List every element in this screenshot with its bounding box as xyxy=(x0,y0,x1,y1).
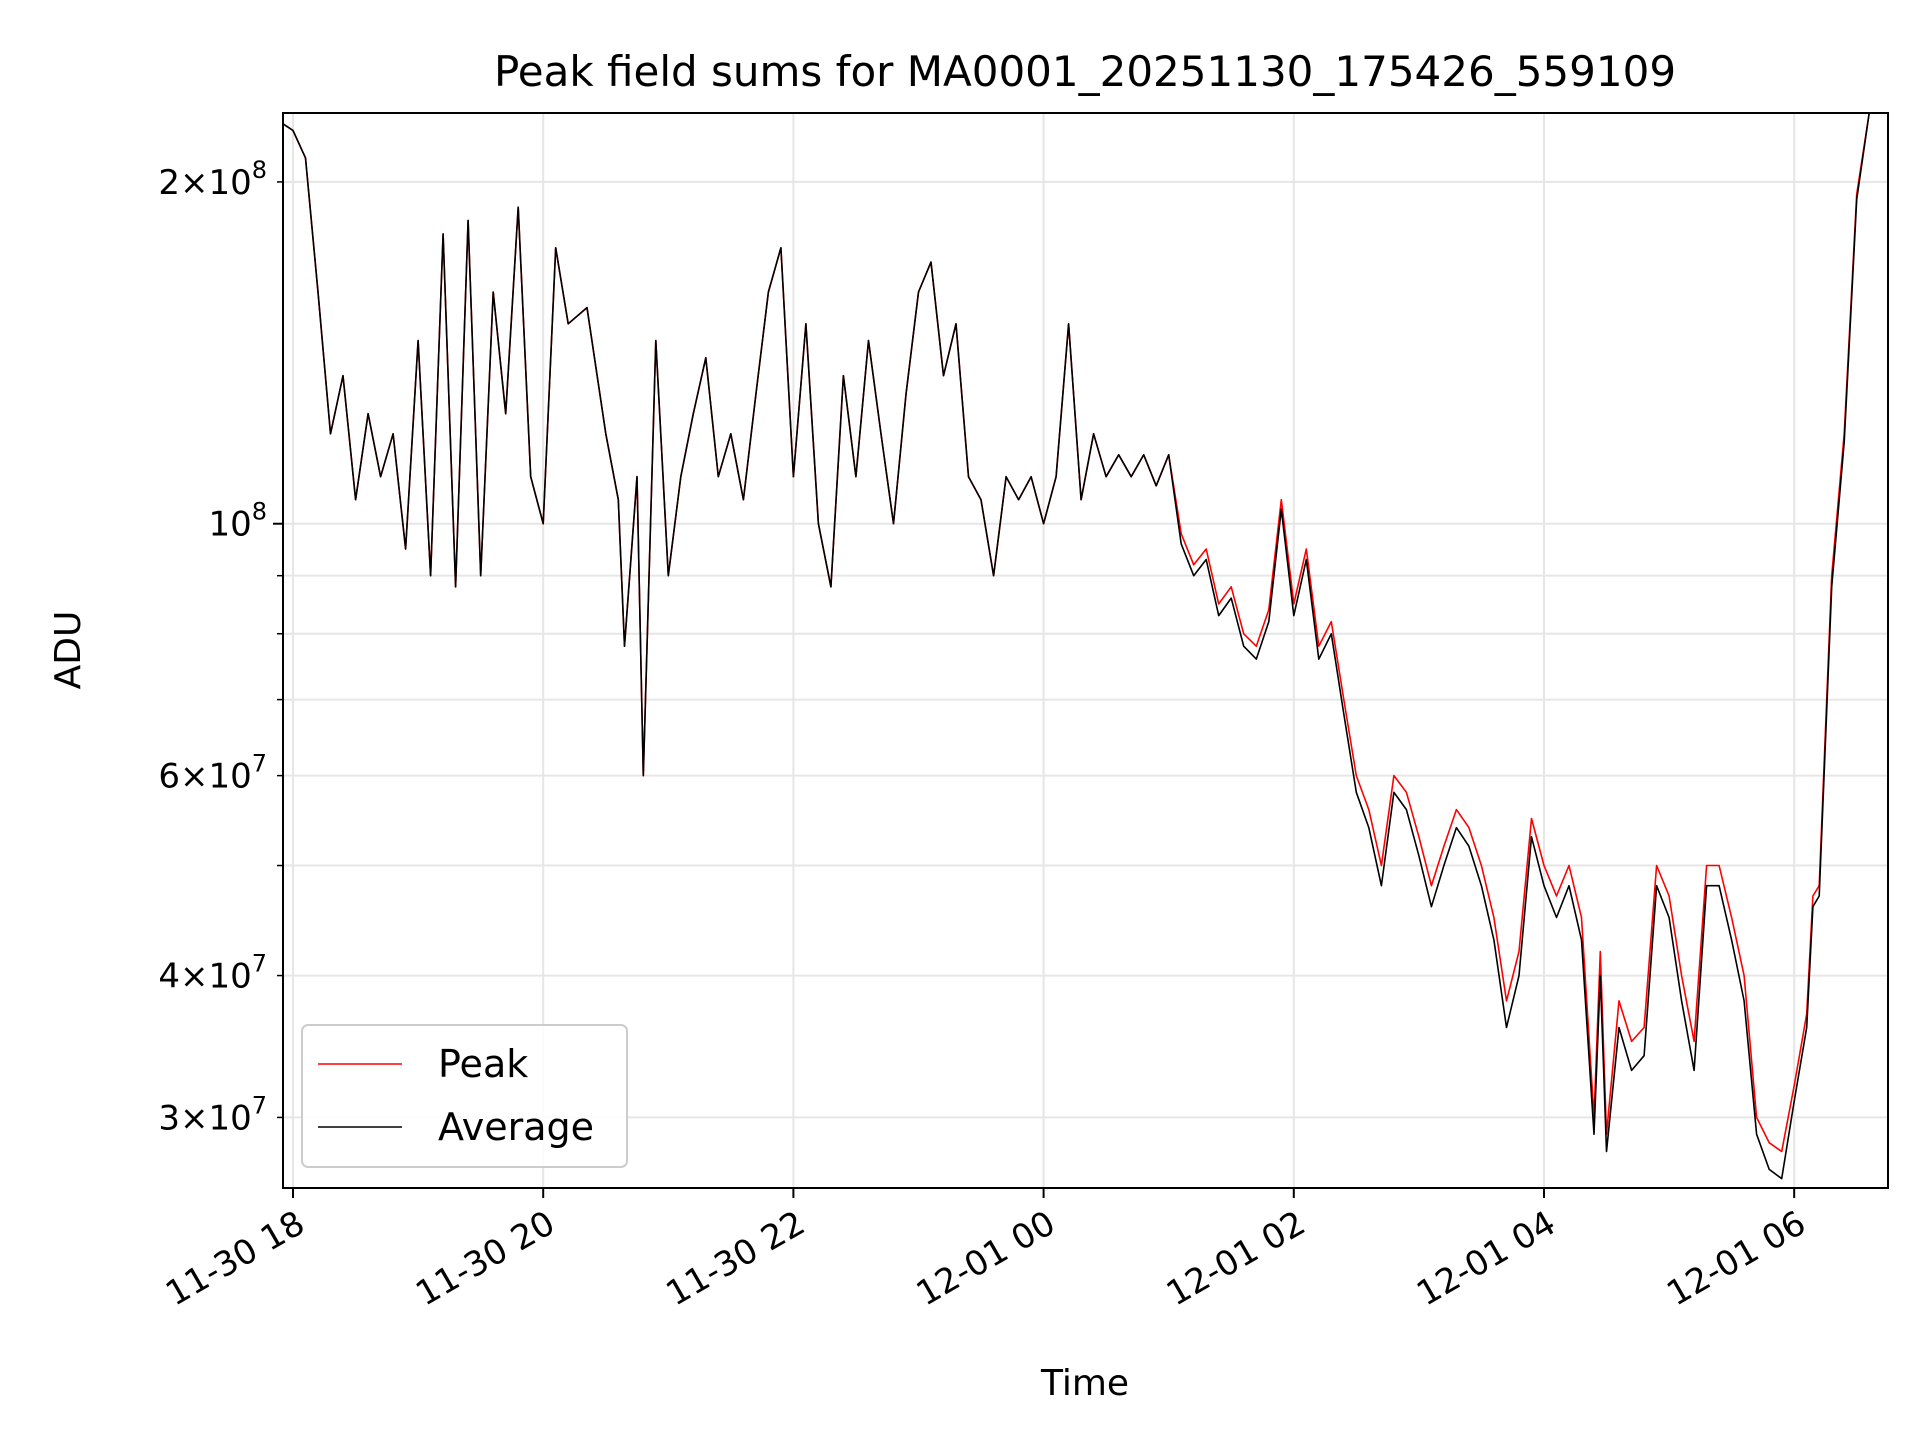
y-tick-times: × xyxy=(180,957,209,997)
y-tick-times: × xyxy=(180,757,209,797)
legend-peak-label: Peak xyxy=(438,1042,528,1086)
y-tick-label: 3×107 xyxy=(158,1091,267,1138)
y-tick-exponent: 7 xyxy=(252,1091,267,1119)
series-line-average xyxy=(283,113,1870,1180)
y-tick-exponent: 8 xyxy=(252,498,267,526)
y-tick-label: 108 xyxy=(208,498,267,545)
y-tick-base: 10 xyxy=(208,163,251,203)
y-tick-label: 6×107 xyxy=(158,750,267,797)
x-axis-label: Time xyxy=(1040,1363,1129,1404)
y-tick-exponent: 7 xyxy=(252,750,267,778)
y-tick-base: 10 xyxy=(208,505,251,545)
y-tick-base: 10 xyxy=(208,957,251,997)
y-tick-coef: 4 xyxy=(158,957,180,997)
y-tick-times: × xyxy=(180,163,209,203)
y-tick-base: 10 xyxy=(208,757,251,797)
y-tick-base: 10 xyxy=(208,1098,251,1138)
legend-box xyxy=(301,1024,628,1168)
y-tick-exponent: 7 xyxy=(252,950,267,978)
y-tick-exponent: 8 xyxy=(252,156,267,184)
y-tick-coef: 6 xyxy=(158,757,180,797)
plot-frame xyxy=(282,112,1889,1189)
y-tick-label: 4×107 xyxy=(158,950,267,997)
legend: Peak Average xyxy=(301,1024,628,1168)
y-tick-coef: 3 xyxy=(158,1098,180,1138)
y-axis-label: ADU xyxy=(48,611,89,690)
chart-title: Peak field sums for MA0001_20251130_1754… xyxy=(494,47,1676,96)
y-tick-label: 2×108 xyxy=(158,156,267,203)
legend-average-label: Average xyxy=(438,1105,594,1149)
series-lines xyxy=(283,113,1870,1180)
y-tick-times: × xyxy=(180,1098,209,1138)
y-tick-coef: 2 xyxy=(158,163,180,203)
